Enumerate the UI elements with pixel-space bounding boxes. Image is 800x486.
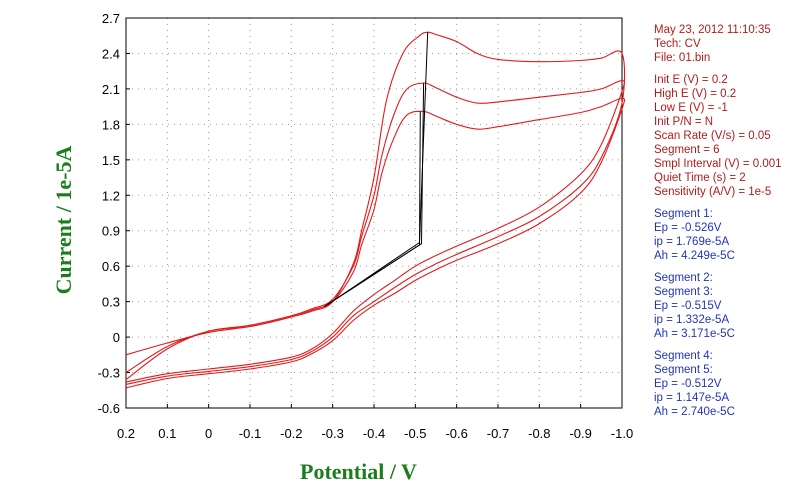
param-init-pn: Init P/N = N xyxy=(654,116,714,128)
x-tick-label: 0.2 xyxy=(117,426,135,441)
x-tick-labels: 0.2 0.1 0 -0.1 -0.2 -0.3 -0.4 -0.5 -0.6 -0.7 -0.8 -… xyxy=(117,426,633,441)
y-tick-label: -0.3 xyxy=(98,366,120,381)
y-tick-label: 1.2 xyxy=(102,188,120,203)
peak-baseline-3 xyxy=(324,111,421,307)
segment-2-3-results: Segment 2: Segment 3: Ep = -0.515V ip = … xyxy=(654,271,800,341)
segment-1-results: Segment 1: Ep = -0.526V ip = 1.769e-5A A… xyxy=(654,207,800,263)
cv-curve-3 xyxy=(125,97,626,389)
y-tick-label: 1.8 xyxy=(102,117,120,132)
cv-curve-1 xyxy=(125,31,626,385)
x-tick-label: 0 xyxy=(205,426,212,441)
segment-label: Segment 5: xyxy=(654,364,713,376)
x-tick-label: -0.3 xyxy=(321,426,343,441)
y-tick-label: 0.6 xyxy=(102,259,120,274)
segment-label: Segment 3: xyxy=(654,286,713,298)
info-header: May 23, 2012 11:10:35 Tech: CV File: 01.… xyxy=(654,23,800,65)
segment-ip: ip = 1.332e-5A xyxy=(654,314,730,326)
cv-curve-2 xyxy=(125,80,626,383)
param-segment: Segment = 6 xyxy=(654,144,720,156)
segment-ah: Ah = 2.740e-5C xyxy=(654,406,735,418)
y-axis-title: Current / 1e-5A xyxy=(51,145,76,295)
x-tick-label: -0.6 xyxy=(445,426,467,441)
segment-label: Segment 4: xyxy=(654,350,713,362)
x-tick-label: -0.4 xyxy=(363,426,385,441)
experiment-info-panel: May 23, 2012 11:10:35 Tech: CV File: 01.… xyxy=(654,23,800,419)
cv-curves xyxy=(125,31,626,389)
segment-4-5-results: Segment 4: Segment 5: Ep = -0.512V ip = … xyxy=(654,349,800,419)
plot-frame xyxy=(125,17,623,409)
param-init-e: Init E (V) = 0.2 xyxy=(654,74,728,86)
x-tick-label: -0.7 xyxy=(487,426,509,441)
param-scan-rate: Scan Rate (V/s) = 0.05 xyxy=(654,130,771,142)
segment-ip: ip = 1.769e-5A xyxy=(654,236,730,248)
y-tick-label: 2.7 xyxy=(102,11,120,26)
param-high-e: High E (V) = 0.2 xyxy=(654,88,737,100)
technique: Tech: CV xyxy=(654,38,701,50)
segment-ep: Ep = -0.526V xyxy=(654,222,722,234)
segment-ah: Ah = 3.171e-5C xyxy=(654,328,735,340)
segment-ep: Ep = -0.515V xyxy=(654,300,722,312)
param-low-e: Low E (V) = -1 xyxy=(654,102,728,114)
segment-ah: Ah = 4.249e-5C xyxy=(654,250,735,262)
segment-label: Segment 1: xyxy=(654,208,713,220)
x-tick-label: -0.8 xyxy=(528,426,550,441)
x-tick-label: -1.0 xyxy=(611,426,633,441)
param-sensitivity: Sensitivity (A/V) = 1e-5 xyxy=(654,186,772,198)
peak-baseline-2 xyxy=(326,82,425,306)
peak-baseline-1 xyxy=(328,32,429,305)
y-tick-label: -0.6 xyxy=(98,401,120,416)
y-tick-label: 0.9 xyxy=(102,224,120,239)
param-sample-interval: Smpl Interval (V) = 0.001 xyxy=(654,158,782,170)
peak-baselines xyxy=(324,32,429,307)
x-tick-label: -0.9 xyxy=(569,426,591,441)
x-tick-label: 0.1 xyxy=(158,426,176,441)
x-axis-title: Potential / V xyxy=(300,459,417,484)
x-tick-label: -0.5 xyxy=(404,426,426,441)
segment-label: Segment 2: xyxy=(654,272,713,284)
grid-lines xyxy=(125,17,623,409)
segment-ip: ip = 1.147e-5A xyxy=(654,392,730,404)
y-tick-label: 2.4 xyxy=(102,46,120,61)
y-tick-label: 0.3 xyxy=(102,295,120,310)
segment-ep: Ep = -0.512V xyxy=(654,378,722,390)
x-tick-label: -0.2 xyxy=(280,426,302,441)
y-tick-label: 1.5 xyxy=(102,153,120,168)
x-tick-label: -0.1 xyxy=(239,426,261,441)
y-tick-label: 2.1 xyxy=(102,82,120,97)
y-tick-label: 0 xyxy=(113,330,120,345)
timestamp: May 23, 2012 11:10:35 xyxy=(654,24,771,36)
y-tick-labels: 2.7 2.4 2.1 1.8 1.5 1.2 0.9 0.6 0.3 0 -0.3 -0.6 xyxy=(98,11,120,416)
info-parameters: Init E (V) = 0.2 High E (V) = 0.2 Low E … xyxy=(654,73,800,199)
param-quiet-time: Quiet Time (s) = 2 xyxy=(654,172,746,184)
file-name: File: 01.bin xyxy=(654,52,711,64)
